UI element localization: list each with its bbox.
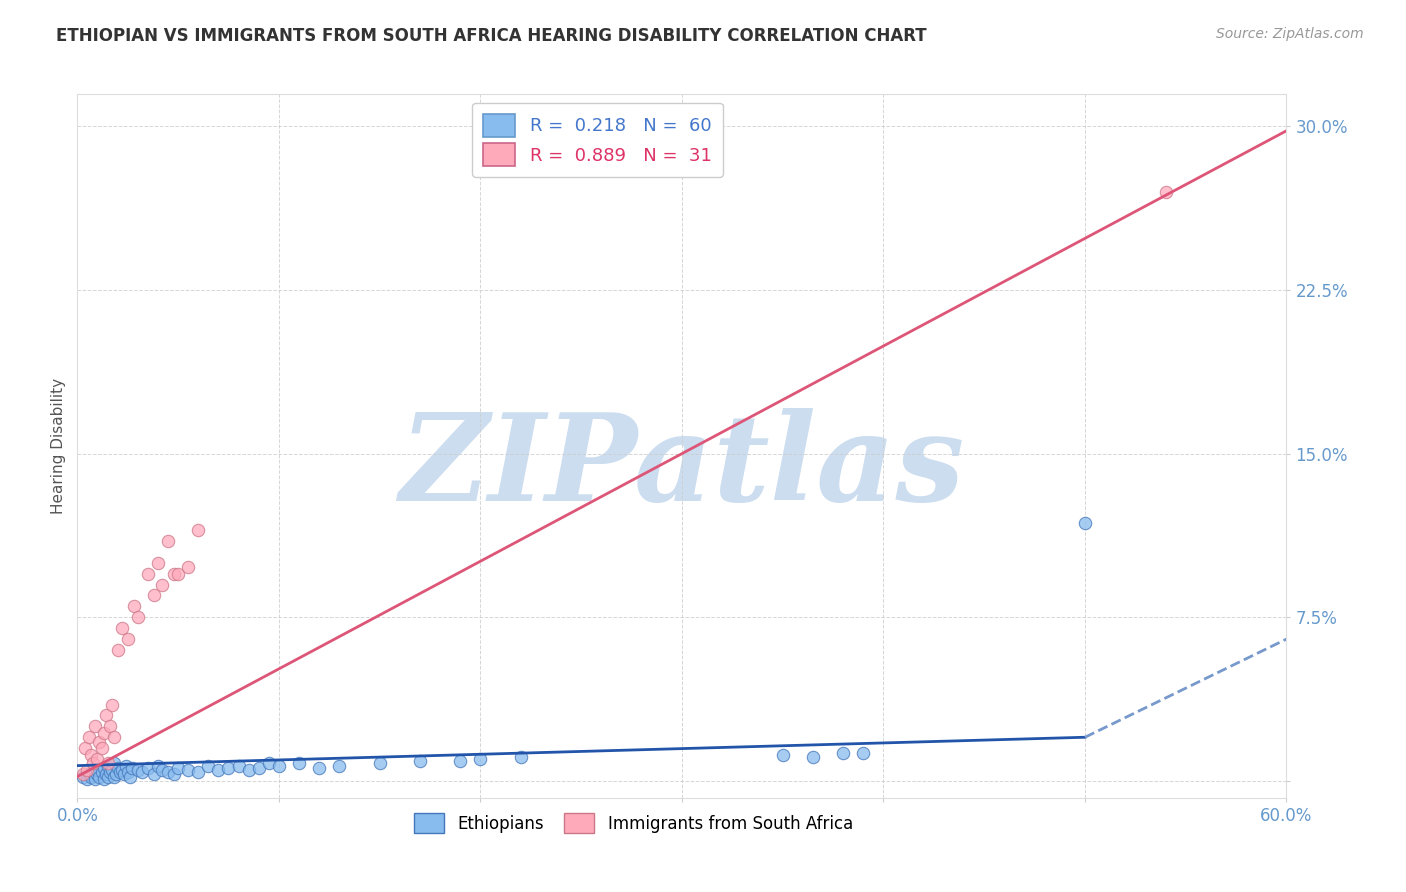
Point	[111, 621, 134, 635]
Point	[157, 533, 180, 548]
Point	[157, 765, 180, 780]
Point	[84, 772, 107, 786]
Point	[107, 761, 129, 775]
Point	[197, 758, 219, 772]
Point	[96, 756, 118, 771]
Point	[118, 770, 141, 784]
Point	[89, 770, 111, 784]
Point	[94, 767, 117, 781]
Point	[103, 731, 125, 745]
Point	[100, 763, 122, 777]
Point	[79, 767, 101, 781]
Point	[117, 765, 139, 780]
Point	[108, 765, 131, 780]
Point	[103, 770, 125, 784]
Point	[76, 763, 98, 777]
Point	[218, 761, 240, 775]
Point	[127, 610, 149, 624]
Text: Source: ZipAtlas.com: Source: ZipAtlas.com	[1216, 27, 1364, 41]
Point	[163, 566, 186, 581]
Point	[163, 767, 186, 781]
Point	[111, 763, 134, 777]
Point	[801, 750, 824, 764]
Point	[86, 767, 108, 781]
Point	[167, 566, 190, 581]
Point	[80, 747, 103, 762]
Point	[79, 731, 101, 745]
Point	[288, 756, 311, 771]
Point	[90, 741, 112, 756]
Point	[96, 770, 118, 784]
Point	[104, 767, 127, 781]
Point	[228, 758, 250, 772]
Point	[131, 765, 153, 780]
Point	[150, 577, 173, 591]
Point	[832, 746, 855, 760]
Point	[93, 772, 115, 786]
Point	[257, 756, 280, 771]
Point	[852, 746, 875, 760]
Point	[247, 761, 270, 775]
Point	[409, 754, 432, 768]
Point	[112, 767, 135, 781]
Point	[75, 741, 97, 756]
Point	[82, 756, 104, 771]
Text: ETHIOPIAN VS IMMIGRANTS FROM SOUTH AFRICA HEARING DISABILITY CORRELATION CHART: ETHIOPIAN VS IMMIGRANTS FROM SOUTH AFRIC…	[56, 27, 927, 45]
Point	[94, 708, 117, 723]
Point	[80, 770, 103, 784]
Point	[72, 770, 94, 784]
Point	[103, 756, 125, 771]
Point	[136, 761, 159, 775]
Point	[90, 765, 112, 780]
Y-axis label: Hearing Disability: Hearing Disability	[51, 378, 66, 514]
Point	[267, 758, 290, 772]
Point	[117, 632, 139, 646]
Point	[368, 756, 391, 771]
Point	[509, 750, 531, 764]
Point	[177, 560, 200, 574]
Point	[127, 763, 149, 777]
Point	[89, 734, 111, 748]
Point	[142, 589, 165, 603]
Point	[136, 566, 159, 581]
Point	[328, 758, 350, 772]
Point	[82, 765, 104, 780]
Point	[470, 752, 492, 766]
Point	[167, 761, 190, 775]
Point	[146, 556, 169, 570]
Point	[107, 643, 129, 657]
Point	[76, 772, 98, 786]
Point	[177, 763, 200, 777]
Point	[96, 758, 118, 772]
Point	[238, 763, 260, 777]
Point	[1074, 516, 1097, 531]
Point	[207, 763, 229, 777]
Point	[98, 719, 121, 733]
Point	[150, 763, 173, 777]
Point	[114, 758, 136, 772]
Point	[86, 752, 108, 766]
Point	[449, 754, 471, 768]
Point	[187, 523, 209, 537]
Point	[122, 599, 145, 614]
Point	[100, 698, 122, 712]
Point	[1154, 185, 1177, 199]
Point	[84, 719, 107, 733]
Point	[142, 767, 165, 781]
Legend: Ethiopians, Immigrants from South Africa: Ethiopians, Immigrants from South Africa	[408, 806, 859, 839]
Point	[93, 761, 115, 775]
Point	[308, 761, 330, 775]
Text: ZIPatlas: ZIPatlas	[399, 408, 965, 526]
Point	[187, 765, 209, 780]
Point	[146, 758, 169, 772]
Point	[98, 765, 121, 780]
Point	[86, 763, 108, 777]
Point	[72, 767, 94, 781]
Point	[772, 747, 794, 762]
Point	[121, 761, 143, 775]
Point	[93, 726, 115, 740]
